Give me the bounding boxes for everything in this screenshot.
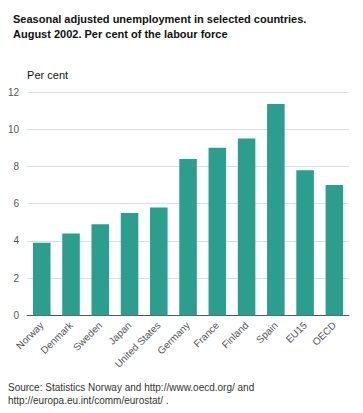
svg-text:August 2002. Per cent of the l: August 2002. Per cent of the labour forc… (13, 28, 228, 40)
svg-text:EU15: EU15 (284, 319, 310, 345)
svg-text:Denmark: Denmark (38, 320, 74, 356)
svg-text:Source: Statistics Norway and: Source: Statistics Norway and http://www… (8, 382, 254, 393)
svg-text:2: 2 (14, 273, 20, 284)
svg-text:4: 4 (14, 235, 20, 246)
svg-text:Per cent: Per cent (27, 69, 68, 81)
svg-text:France: France (191, 319, 221, 349)
svg-text:OECD: OECD (310, 320, 338, 348)
svg-text:http://europa.eu.int/comm/euro: http://europa.eu.int/comm/eurostat/ . (8, 395, 169, 406)
svg-text:0: 0 (14, 310, 20, 321)
svg-text:Seasonal adjusted unemployment: Seasonal adjusted unemployment in select… (13, 13, 306, 25)
svg-text:Japan: Japan (106, 320, 133, 347)
svg-text:Sweden: Sweden (71, 320, 104, 353)
svg-text:Norway: Norway (13, 319, 46, 352)
svg-text:12: 12 (8, 87, 20, 98)
svg-text:8: 8 (14, 161, 20, 172)
svg-text:Germany: Germany (155, 320, 192, 357)
svg-text:Spain: Spain (254, 320, 280, 346)
svg-text:6: 6 (14, 198, 20, 209)
svg-text:United States: United States (113, 320, 163, 370)
svg-text:10: 10 (8, 124, 20, 135)
svg-text:Finland: Finland (220, 320, 251, 351)
